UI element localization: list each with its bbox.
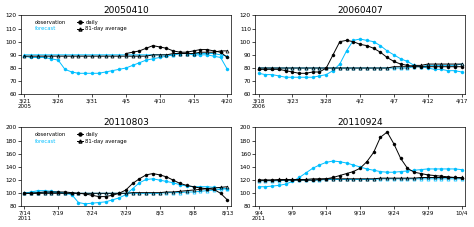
- Title: 20110924: 20110924: [337, 118, 383, 127]
- Legend: observation, forecast, daily, 81-day average: observation, forecast, daily, 81-day ave…: [26, 19, 128, 32]
- Title: 20110803: 20110803: [103, 118, 149, 127]
- Title: 20050410: 20050410: [103, 5, 149, 15]
- Legend: observation, forecast, daily, 81-day average: observation, forecast, daily, 81-day ave…: [26, 131, 128, 145]
- Title: 20060407: 20060407: [337, 5, 383, 15]
